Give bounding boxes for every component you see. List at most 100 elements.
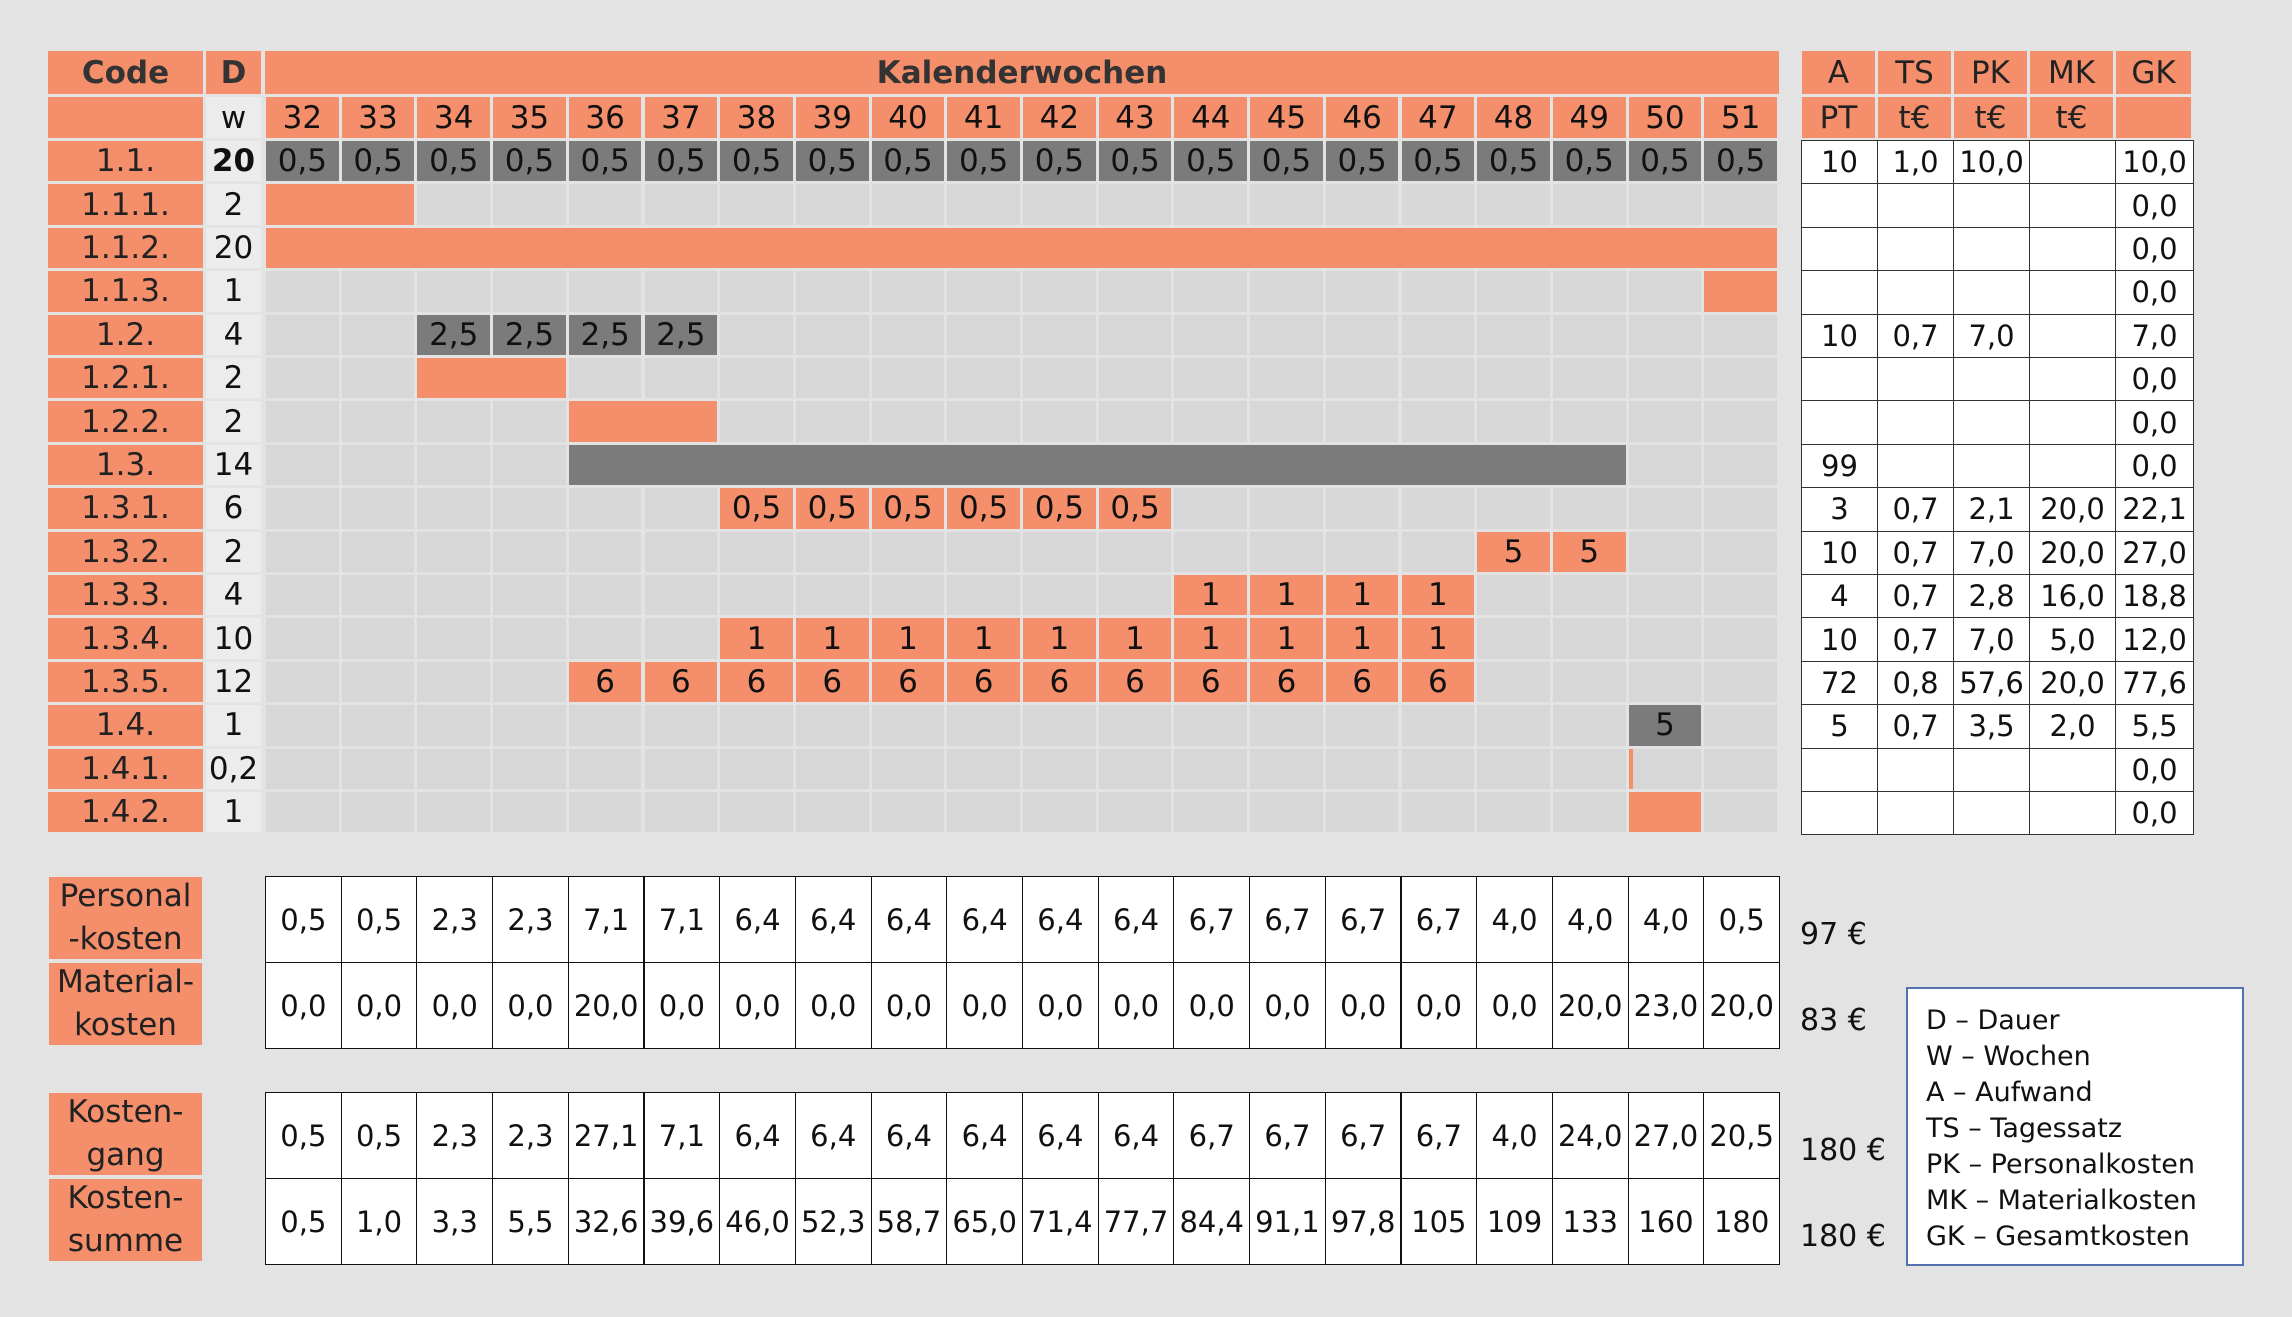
grid-cell (1704, 358, 1777, 399)
gantt-bar-segment: 1 (1401, 618, 1475, 659)
summary-cell: 0,5 (340, 1092, 418, 1179)
grid-cell (1401, 401, 1475, 442)
week-header-45: 45 (1250, 97, 1323, 138)
legend-item: PK – Personalkosten (1926, 1149, 2195, 1180)
week-header-42: 42 (1023, 97, 1096, 138)
grid-cell (1023, 705, 1096, 746)
summary-cell: 3,3 (416, 1178, 494, 1265)
cost-cell (1953, 226, 2030, 272)
grid-cell (795, 705, 869, 746)
cost-cell (1801, 747, 1878, 792)
grid-cell (1552, 618, 1626, 659)
grid-cell (644, 358, 718, 399)
gantt-bar (1628, 748, 1633, 789)
week-header-43: 43 (1098, 97, 1172, 138)
grid-cell (1174, 748, 1248, 789)
grid-cell (266, 792, 339, 833)
grid-cell (1477, 705, 1550, 746)
gantt-bar-segment: 6 (795, 661, 869, 703)
grid-cell (1552, 401, 1626, 442)
cost-cell: 7,0 (1953, 530, 2030, 575)
cost-cell (1877, 270, 1954, 315)
cost-cell (1953, 747, 2030, 792)
grid-cell (1628, 531, 1702, 572)
summary-cell: 0,5 (265, 1092, 342, 1179)
grid-cell (1704, 314, 1777, 355)
row-duration: 1 (206, 271, 261, 312)
gantt-bar-segment: 0,5 (720, 141, 793, 182)
grid-cell (1628, 444, 1702, 486)
grid-cell (1098, 531, 1172, 572)
grid-cell (568, 792, 642, 833)
grid-cell (1628, 271, 1702, 312)
summary-cell: 24,0 (1551, 1092, 1629, 1179)
cost-cell: 0,0 (2115, 270, 2194, 315)
cost-cell (1801, 270, 1878, 315)
gantt-bar-segment: 2,5 (493, 314, 566, 355)
summary-cell: 2,3 (416, 876, 494, 963)
summary-label: Personal -kosten (49, 877, 202, 959)
grid-cell (341, 401, 415, 442)
summary-label-line: Material- (56, 964, 195, 1000)
summary-cell: 0,5 (1703, 876, 1780, 963)
gantt-bar-segment: 6 (871, 661, 945, 703)
cost-cell: 5,0 (2029, 617, 2116, 662)
summary-cell: 0,0 (1324, 962, 1402, 1049)
gantt-bar-segment: 1 (1098, 618, 1172, 659)
summary-cell: 6,7 (1173, 1092, 1251, 1179)
grid-cell (417, 661, 491, 703)
grid-cell (720, 792, 793, 833)
summary-cell: 0,0 (946, 962, 1023, 1049)
row-code: 1.4.1. (48, 748, 203, 789)
gantt-bar-segment: 0,5 (266, 141, 339, 182)
legend-item: A – Aufwand (1926, 1077, 2093, 1108)
week-header-47: 47 (1401, 97, 1475, 138)
grid-cell (341, 748, 415, 789)
gantt-bar-segment: 0,5 (1552, 141, 1626, 182)
grid-cell (1704, 488, 1777, 529)
summary-cell: 4,0 (1476, 1092, 1553, 1179)
cost-cell: 20,0 (2029, 660, 2116, 706)
grid-cell (1628, 661, 1702, 703)
summary-cell: 4,0 (1476, 876, 1553, 963)
row-duration: 20 (206, 141, 261, 182)
row-code: 1.4. (48, 705, 203, 746)
grid-cell (871, 358, 945, 399)
gantt-bar-segment: 0,5 (1174, 141, 1248, 182)
grid-cell (871, 184, 945, 225)
gantt-bar-segment: 0,5 (568, 141, 642, 182)
grid-cell (1325, 271, 1399, 312)
summary-cell: 6,7 (1324, 1092, 1402, 1179)
summary-cell: 180 (1703, 1178, 1780, 1265)
grid-cell (720, 575, 793, 616)
grid-cell (795, 575, 869, 616)
summary-cell: 0,0 (1476, 962, 1553, 1049)
summary-cell: 7,1 (567, 876, 645, 963)
gantt-bar-segment: 1 (1023, 618, 1096, 659)
grid-cell (341, 531, 415, 572)
grid-cell (1477, 358, 1550, 399)
cost-cell: 0,7 (1877, 313, 1954, 358)
grid-cell (1704, 792, 1777, 833)
row-code: 1.3.2. (48, 531, 203, 572)
summary-cell: 7,1 (643, 1092, 721, 1179)
grid-cell (266, 531, 339, 572)
summary-cell: 6,7 (1173, 876, 1251, 963)
grid-cell (1552, 575, 1626, 616)
grid-cell (1704, 401, 1777, 442)
summary-cell: 6,4 (719, 876, 796, 963)
summary-total: 180 € (1800, 1133, 1886, 1168)
gantt-bar-segment: 6 (568, 661, 642, 703)
grid-cell (1023, 271, 1096, 312)
row-code: 1.3.3. (48, 575, 203, 616)
grid-cell (417, 184, 491, 225)
grid-cell (1023, 531, 1096, 572)
grid-cell (1477, 748, 1550, 789)
summary-cell: 6,4 (794, 1092, 872, 1179)
grid-cell (795, 184, 869, 225)
summary-cell: 0,0 (1173, 962, 1251, 1049)
row-duration: 2 (206, 531, 261, 572)
grid-cell (1704, 661, 1777, 703)
cost-header-ts: TS (1878, 51, 1951, 94)
cost-cell: 4 (1801, 574, 1878, 619)
